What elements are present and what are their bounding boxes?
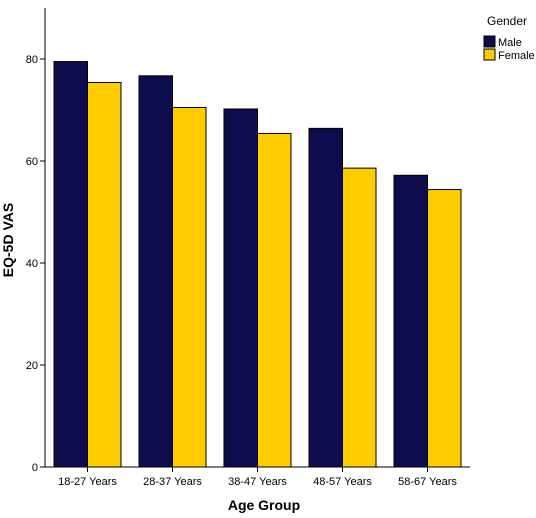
bar-female-4 <box>342 167 377 468</box>
bar-male-5 <box>393 174 428 468</box>
bars <box>53 61 462 468</box>
bar-male-3 <box>223 108 258 468</box>
y-tick-label: 20 <box>26 360 38 372</box>
y-tick-label: 80 <box>26 54 38 66</box>
bar-male-1 <box>53 61 88 468</box>
x-axis-title: Age Group <box>228 497 300 513</box>
legend-swatch-female <box>483 48 496 61</box>
y-tick-label: 40 <box>26 258 38 270</box>
bar-male-2 <box>138 75 173 468</box>
legend-label-male: Male <box>498 37 522 49</box>
bar-female-1 <box>87 81 122 468</box>
x-tick-label: 48-57 Years <box>313 476 372 488</box>
y-axis: 0 20 40 60 80 <box>26 8 46 474</box>
y-tick-label: 60 <box>26 156 38 168</box>
y-tick-label: 0 <box>32 462 38 474</box>
legend-swatch-male <box>483 35 496 48</box>
x-tick-label: 18-27 Years <box>58 476 117 488</box>
bar-female-3 <box>257 132 292 468</box>
x-tick-label: 28-37 Years <box>143 476 202 488</box>
y-axis-title: EQ-5D VAS <box>0 203 16 277</box>
legend-label-female: Female <box>498 50 535 62</box>
x-tick-label: 38-47 Years <box>228 476 287 488</box>
x-axis: 18-27 Years 28-37 Years 38-47 Years 48-57 Y… <box>45 466 470 488</box>
bar-female-2 <box>172 106 207 468</box>
bar-male-4 <box>308 127 343 468</box>
bar-female-5 <box>427 189 462 468</box>
x-tick-label: 58-67 Years <box>398 476 457 488</box>
legend-title: Gender <box>487 14 527 28</box>
